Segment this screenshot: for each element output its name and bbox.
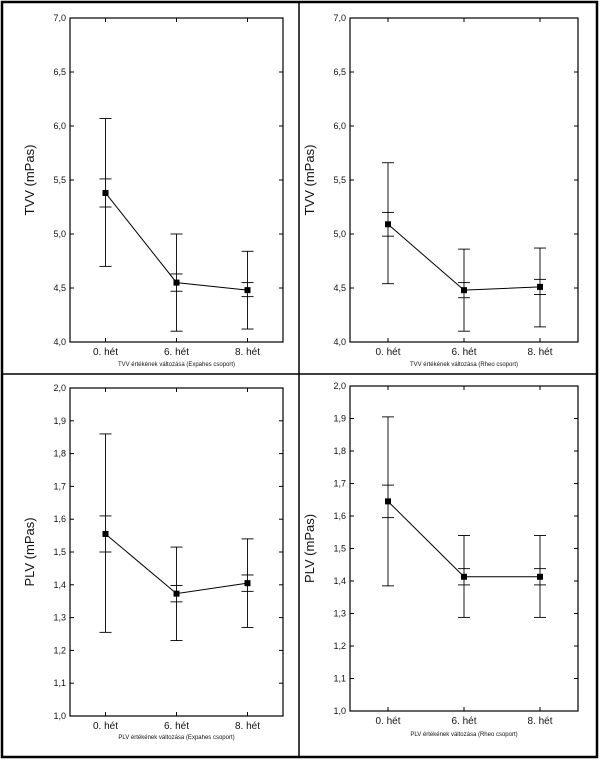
y-tick-label: 1,6 [333,511,346,521]
y-tick-label: 5,5 [53,175,66,185]
y-tick-label: 5,0 [53,229,66,239]
x-tick-label: 8. hét [527,347,552,358]
chart-panel: 1,0 1,1 1,2 1,3 1,4 1,5 1,6 1,7 1,8 1,9 2,0 0. hét 6… [302,381,579,738]
y-tick-label: 4,0 [53,337,66,347]
x-tick-label: 6. hét [164,721,189,732]
y-axis-label: PLV (mPas) [302,514,317,583]
x-tick-label: 6. hét [451,716,476,727]
y-tick-label: 1,0 [53,711,66,721]
y-tick-label: 4,5 [53,283,66,293]
data-point [102,530,109,537]
y-tick-label: 6,0 [53,121,66,131]
data-point [385,498,391,505]
y-tick-label: 7,0 [333,13,346,23]
y-tick-label: 1,3 [53,613,66,623]
x-tick-label: 0. hét [375,716,400,727]
x-tick-label: 0. hét [375,347,400,358]
y-tick-label: 1,7 [53,481,66,491]
y-tick-label: 4,5 [333,283,346,293]
y-tick-label: 1,3 [333,609,346,619]
data-point [173,590,180,597]
x-tick-label: 6. hét [164,347,189,358]
y-axis-label: TVV (mPas) [22,145,37,216]
chart-panel: 4,04,55,05,56,06,57,00. hét 6. hét 8. hétT… [22,13,284,368]
data-point [461,287,467,294]
x-tick-label: 8. hét [235,347,260,358]
y-tick-label: 1,4 [53,580,66,590]
x-tick-label: 6. hét [451,347,476,358]
x-axis-caption: TVV értékének változása (Expahes csoport… [118,362,235,368]
y-tick-label: 1,9 [53,416,66,426]
y-tick-label: 7,0 [53,13,66,23]
y-tick-label: 1,1 [333,674,346,684]
x-axis-caption: PLV értékének változása (Expahes csoport… [118,735,234,741]
data-point [102,189,109,196]
y-tick-label: 5,0 [333,229,346,239]
x-tick-label: 8. hét [235,721,260,732]
y-tick-label: 2,0 [53,383,66,393]
chart-panel: 1,0 1,1 1,2 1,3 1,4 1,5 1,6 1,7 1,8 1,9 2,0 0. hét 6… [22,383,284,741]
y-tick-label: 1,5 [53,547,66,557]
y-tick-label: 1,1 [53,678,66,688]
y-tick-label: 1,9 [333,414,346,424]
x-tick-label: 0. hét [93,347,118,358]
x-axis-caption: PLV értékének változása (Rheo csoport) [410,732,517,738]
data-point [244,287,251,294]
x-tick-label: 0. hét [93,721,118,732]
y-tick-label: 1,8 [53,449,66,459]
y-tick-label: 6,5 [333,67,346,77]
y-tick-label: 1,4 [333,576,346,586]
y-tick-label: 1,2 [53,645,66,655]
y-tick-label: 1,6 [53,514,66,524]
y-tick-label: 2,0 [333,381,346,391]
data-point [537,573,543,580]
y-tick-label: 6,5 [53,67,66,77]
y-tick-label: 5,5 [333,175,346,185]
y-tick-label: 6,0 [333,121,346,131]
data-point [385,221,391,228]
y-tick-label: 1,7 [333,479,346,489]
x-tick-label: 8. hét [527,716,552,727]
y-tick-label: 1,2 [333,641,346,651]
y-axis-label: PLV (mPas) [22,517,37,586]
x-axis-caption: TVV értékének változása (Rheo csoport) [410,362,518,368]
data-point [244,580,251,587]
data-point [173,279,180,286]
y-tick-label: 1,0 [333,706,346,716]
data-point [461,573,467,580]
y-tick-label: 1,5 [333,544,346,554]
chart-panel: 4,0 4,5 5,0 5,5 6,0 6,5 7,0 0. hét 6. hét 8. hét T… [302,13,579,368]
y-tick-label: 4,0 [333,337,346,347]
data-point [537,283,543,290]
y-axis-label: TVV (mPas) [302,145,317,216]
y-tick-label: 1,8 [333,446,346,456]
